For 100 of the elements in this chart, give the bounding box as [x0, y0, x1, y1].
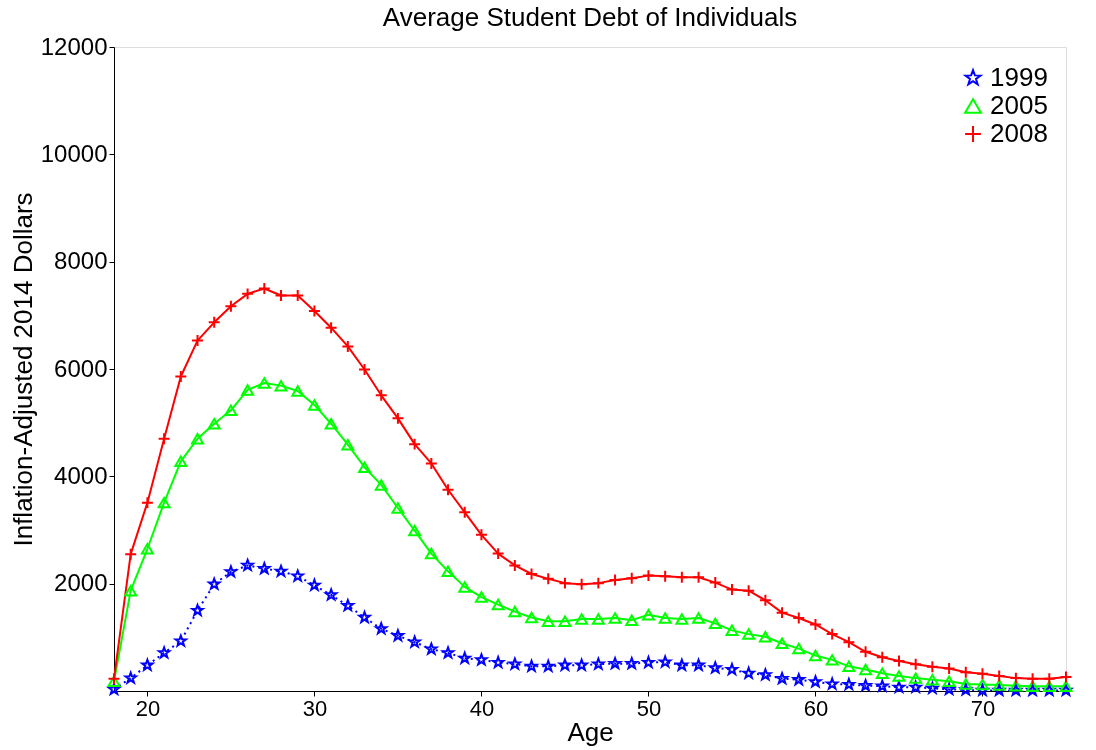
point — [742, 584, 756, 598]
point — [307, 399, 321, 411]
point — [675, 613, 689, 625]
point — [374, 388, 388, 402]
point — [875, 650, 889, 664]
point — [725, 583, 739, 597]
point — [692, 570, 706, 584]
point — [1009, 683, 1023, 696]
point — [892, 680, 906, 693]
point — [557, 656, 573, 673]
x-tick-label: 40 — [469, 695, 495, 721]
x-axis-title: Age — [567, 716, 614, 747]
point — [842, 678, 856, 690]
point — [491, 656, 505, 668]
point — [825, 627, 839, 641]
point — [491, 547, 505, 561]
y-tick-label: 6000 — [54, 354, 108, 382]
point — [391, 629, 405, 642]
point — [358, 461, 371, 473]
x-tick-label: 60 — [803, 695, 829, 721]
point — [625, 571, 639, 585]
y-tick-label: 10000 — [40, 139, 108, 167]
point — [274, 379, 288, 392]
point — [224, 404, 238, 417]
point — [1009, 671, 1023, 685]
point — [508, 657, 522, 670]
point — [224, 299, 238, 313]
point — [558, 576, 572, 590]
point — [525, 567, 539, 581]
point — [591, 613, 605, 625]
point — [725, 663, 739, 675]
point — [875, 667, 889, 680]
point — [675, 570, 689, 584]
point — [157, 496, 171, 509]
chart-title: Average Student Debt of Individuals — [382, 2, 798, 32]
point — [174, 634, 188, 647]
point — [859, 645, 873, 659]
y-tick-label: 8000 — [54, 247, 108, 275]
point — [575, 577, 589, 591]
point — [657, 653, 673, 669]
point — [424, 456, 438, 470]
point — [859, 663, 873, 676]
point — [241, 384, 255, 396]
point — [775, 637, 789, 649]
point — [625, 614, 639, 626]
legend-label: 2005 — [990, 90, 1048, 120]
point — [842, 660, 856, 673]
point — [1009, 679, 1023, 692]
x-tick-label: 50 — [636, 695, 662, 721]
point — [708, 617, 722, 630]
point — [909, 672, 923, 684]
point — [541, 572, 555, 586]
point — [207, 315, 221, 329]
point — [391, 411, 405, 425]
y-tick-label: 4000 — [54, 461, 108, 489]
point — [708, 576, 722, 590]
point — [224, 565, 238, 578]
point — [792, 611, 806, 625]
point — [608, 573, 622, 587]
point — [925, 660, 939, 674]
point — [842, 635, 856, 649]
point — [358, 363, 371, 377]
point — [959, 665, 973, 679]
point — [291, 385, 305, 397]
point — [675, 658, 689, 671]
point — [925, 673, 939, 686]
point — [992, 679, 1006, 691]
y-tick-label: 12000 — [40, 32, 108, 60]
point — [174, 455, 188, 468]
point — [140, 496, 154, 510]
point — [959, 678, 973, 690]
point — [341, 339, 355, 353]
point — [408, 524, 422, 537]
point — [124, 584, 138, 597]
point — [825, 654, 839, 666]
point — [1042, 672, 1056, 686]
point — [274, 289, 288, 302]
point — [1059, 683, 1073, 696]
point — [257, 377, 271, 389]
point — [191, 433, 204, 445]
point — [291, 289, 305, 302]
point — [742, 628, 756, 640]
point — [692, 612, 706, 624]
x-tick-label: 20 — [135, 695, 161, 721]
point — [107, 682, 121, 695]
point — [608, 612, 622, 624]
point — [140, 543, 154, 555]
point — [241, 287, 255, 301]
point — [157, 432, 171, 446]
point — [474, 591, 488, 603]
point — [324, 321, 338, 335]
point — [792, 642, 806, 655]
legend-label: 1999 — [990, 62, 1048, 92]
y-tick-label: 2000 — [54, 569, 108, 597]
point — [458, 505, 472, 519]
point — [1026, 680, 1040, 692]
point — [976, 678, 989, 691]
point — [641, 609, 655, 621]
point — [758, 631, 772, 643]
point — [207, 418, 221, 430]
